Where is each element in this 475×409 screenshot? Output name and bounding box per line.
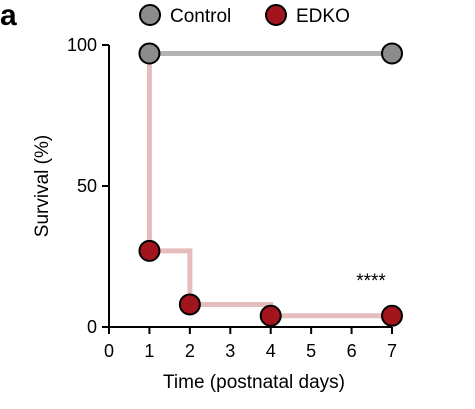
data-point-edko (259, 304, 282, 327)
x-tick-label: 7 (387, 341, 397, 361)
x-tick-label: 0 (104, 341, 114, 361)
x-tick-label: 3 (225, 341, 235, 361)
significance-annotation: **** (356, 271, 386, 292)
data-point-control (138, 42, 161, 65)
y-tick-label: 0 (87, 317, 97, 337)
x-tick-label: 6 (347, 341, 357, 361)
data-point-control (381, 42, 403, 65)
x-tick-label: 2 (185, 341, 195, 361)
panel-letter: a (0, 0, 17, 32)
axes (102, 44, 393, 334)
x-tick-label: 1 (144, 341, 154, 361)
x-tick-label: 5 (306, 341, 316, 361)
y-tick-label: 50 (77, 176, 97, 196)
data-point-edko (138, 239, 161, 262)
y-tick-label: 100 (67, 35, 97, 55)
x-axis-label: Time (postnatal days) (163, 372, 345, 393)
legend-marker-edko (265, 4, 287, 26)
legend-marker-control (139, 4, 161, 26)
legend-label-control: Control (170, 6, 231, 27)
x-tick-label: 4 (266, 341, 276, 361)
legend: Control EDKO (139, 4, 350, 27)
series-layer (138, 42, 403, 327)
legend-label-edko: EDKO (296, 6, 350, 27)
data-point-edko (178, 293, 201, 316)
y-axis-label: Survival (%) (32, 135, 53, 237)
data-point-edko (381, 304, 403, 327)
tick-labels: 0 1 2 3 4 5 6 7 0 50 100 (67, 35, 397, 361)
